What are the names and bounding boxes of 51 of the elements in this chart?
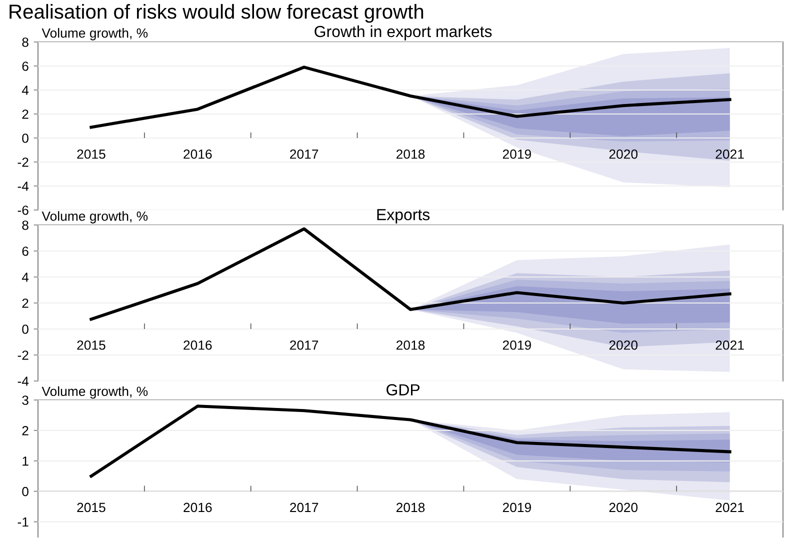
x-tick-label: 2019	[502, 502, 531, 512]
y-tick-label: -6	[18, 206, 28, 215]
x-tick-label: 2017	[290, 340, 318, 350]
y-tick-label: 8	[22, 38, 28, 47]
y-tick-label: 8	[22, 220, 28, 230]
line-series	[90, 66, 732, 129]
x-tick-label: 2018	[396, 149, 425, 159]
y-tick-label: -2	[18, 350, 28, 360]
y-tick-label: 0	[22, 134, 28, 143]
chart-title: Realisation of risks would slow forecast growth	[10, 4, 424, 23]
y-tick-label: 0	[22, 486, 28, 496]
y-tick-label: 0	[22, 324, 28, 334]
x-tick-label: 2016	[184, 149, 212, 159]
x-tick-label: 2016	[184, 502, 212, 512]
x-tick-label: 2018	[396, 340, 425, 350]
x-tick-label: 2017	[290, 502, 318, 512]
y-tick-label: -2	[18, 158, 28, 167]
x-tick-label: 2015	[77, 340, 106, 350]
y-tick-label: 1	[22, 456, 28, 466]
x-tick-label: 2017	[290, 149, 318, 159]
y-axis-title: Volume growth, %	[42, 211, 148, 224]
line-series	[90, 227, 732, 321]
y-tick-label: 4	[22, 272, 29, 282]
x-tick-label: 2021	[716, 502, 744, 512]
x-tick-label: 2020	[609, 340, 638, 350]
y-tick-label: 6	[22, 246, 28, 256]
y-tick-label: -1	[18, 517, 28, 527]
x-tick-label: 2021	[716, 340, 744, 350]
y-tick-label: 4	[22, 86, 29, 95]
x-tick-label: 2020	[609, 149, 638, 159]
y-tick-label: -4	[18, 376, 29, 386]
y-tick-label: 2	[22, 110, 28, 119]
y-tick-label: 2	[22, 298, 28, 308]
x-tick-label: 2020	[609, 502, 638, 512]
x-tick-label: 2016	[184, 340, 212, 350]
x-tick-label: 2019	[502, 149, 531, 159]
y-tick-label: 3	[22, 396, 28, 405]
chart-subtitle: Exports	[377, 209, 430, 224]
x-tick-label: 2019	[502, 340, 531, 350]
y-tick-label: -4	[18, 182, 29, 191]
y-tick-label: 6	[22, 62, 28, 71]
chart-subtitle: Growth in export markets	[314, 25, 492, 40]
x-tick-label: 2015	[77, 149, 106, 159]
line-series	[90, 404, 732, 478]
chart-subtitle: GDP	[386, 384, 420, 396]
x-tick-label: 2015	[77, 502, 106, 512]
y-axis-title: Volume growth, %	[42, 28, 148, 40]
y-tick-label: 2	[22, 426, 28, 436]
x-tick-label: 2021	[716, 149, 744, 159]
x-tick-label: 2018	[396, 502, 425, 512]
y-axis-title: Volume growth, %	[42, 386, 148, 399]
